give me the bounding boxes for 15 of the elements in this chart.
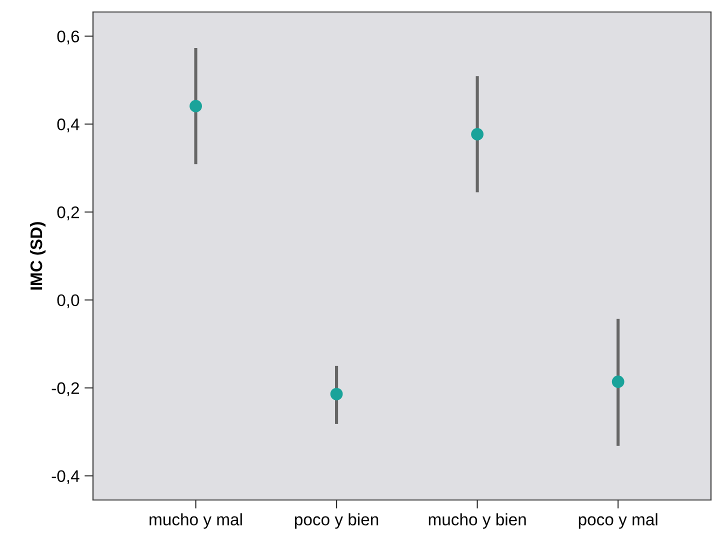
y-tick-label: -0,2 xyxy=(52,382,79,396)
x-tick-label: mucho y mal xyxy=(150,513,242,529)
x-tick-label: mucho y bien xyxy=(428,513,526,529)
y-tick-label: 0,2 xyxy=(57,206,79,220)
y-tick-label: 0,4 xyxy=(57,118,80,132)
y-tick-label: 0,6 xyxy=(57,30,80,44)
point xyxy=(190,100,202,112)
point xyxy=(330,388,343,400)
point xyxy=(612,376,624,388)
y-axis-title: IMC (SD) xyxy=(30,222,46,290)
y-tick-label: -0,4 xyxy=(52,470,80,484)
y-tick-label: 0,0 xyxy=(57,294,80,308)
x-tick-label: poco y mal xyxy=(578,513,658,529)
point xyxy=(471,128,484,140)
x-tick-label: poco y bien xyxy=(294,513,378,529)
